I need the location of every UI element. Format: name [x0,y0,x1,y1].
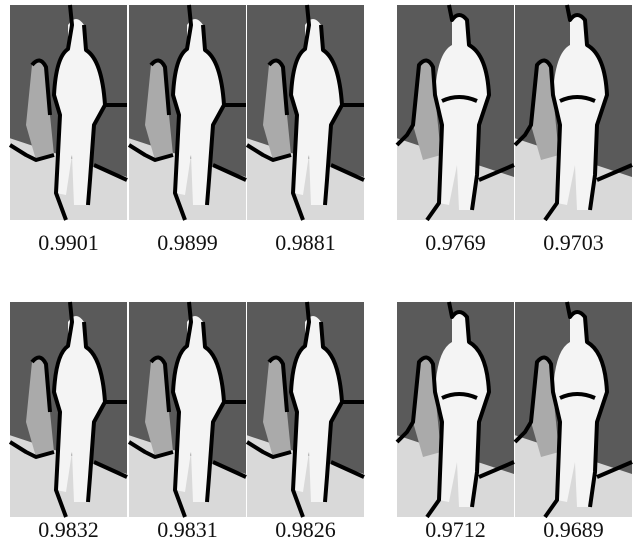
photo [395,4,515,222]
photo [513,301,633,519]
score-caption: 0.9769 [425,230,486,255]
model [173,19,224,205]
model [54,19,105,205]
contour [395,301,515,519]
contour [127,301,247,518]
score-caption: 0.9689 [543,517,604,542]
model [435,312,489,507]
model [291,19,342,205]
contour [513,4,633,222]
photo [8,301,128,518]
photo [127,301,247,518]
photo [245,301,365,518]
model [291,316,342,502]
photo [8,4,128,221]
score-caption: 0.9826 [275,517,336,542]
score-caption: 0.9881 [275,230,336,255]
contour [245,4,365,221]
score-caption: 0.9832 [38,517,99,542]
score-caption: 0.9831 [157,517,218,542]
photo [127,4,247,221]
model [173,316,224,502]
score-caption: 0.9901 [38,230,99,255]
contour [395,4,515,222]
score-caption: 0.9712 [425,517,486,542]
contour [127,4,247,221]
contour [8,301,128,518]
model [54,316,105,502]
contour [513,301,633,519]
photo [245,4,365,221]
score-caption: 0.9899 [157,230,218,255]
photo [513,4,633,222]
model [553,15,607,210]
model [553,312,607,507]
contour [245,301,365,518]
photo [395,301,515,519]
model [435,15,489,210]
contour [8,4,128,221]
score-caption: 0.9703 [543,230,604,255]
